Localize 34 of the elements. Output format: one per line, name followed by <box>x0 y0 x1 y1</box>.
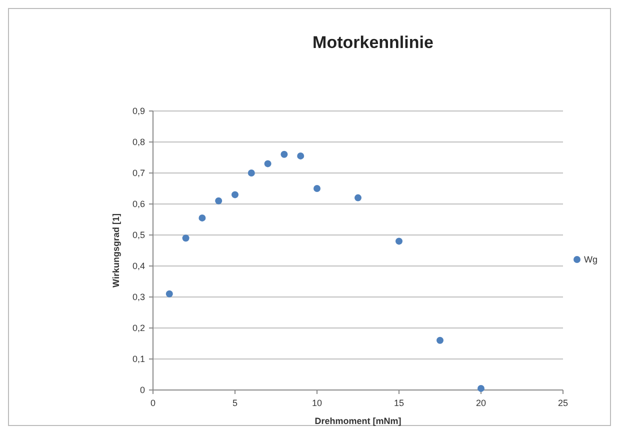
x-tick-label: 10 <box>312 398 322 408</box>
y-tick-label: 0 <box>140 385 145 396</box>
x-tick-label: 5 <box>232 398 238 408</box>
y-tick-label: 0,9 <box>132 106 145 116</box>
x-tick-label: 15 <box>394 398 404 408</box>
x-tick-label: 0 <box>150 398 156 408</box>
y-tick-label: 0,3 <box>132 292 145 302</box>
legend-label: Wg <box>584 254 598 265</box>
x-axis-title: Drehmoment [mNm] <box>314 416 402 426</box>
point <box>182 234 190 242</box>
y-axis-title: Wirkungsgrad [1] <box>111 214 121 288</box>
point <box>436 336 444 344</box>
point <box>166 290 173 298</box>
chart-title: Motorkennlinie <box>312 33 434 52</box>
y-tick-label: 0,4 <box>132 261 145 272</box>
point <box>314 185 320 192</box>
point <box>354 194 362 202</box>
point <box>280 150 288 158</box>
y-tick-label: 0,5 <box>132 230 145 240</box>
x-tick-label: 25 <box>558 398 568 408</box>
y-tick-label: 0,2 <box>132 323 145 334</box>
y-tick-label: 0,1 <box>132 354 145 364</box>
point <box>215 197 222 204</box>
point <box>198 214 206 222</box>
point <box>396 238 402 245</box>
point <box>297 152 304 160</box>
point <box>232 191 238 198</box>
x-tick-label: 20 <box>476 398 486 408</box>
y-tick-label: 0,7 <box>132 168 145 178</box>
point <box>248 170 255 176</box>
point <box>478 384 484 392</box>
point <box>264 160 272 168</box>
y-tick-label: 0,8 <box>132 137 145 148</box>
y-tick-label: 0,6 <box>132 199 145 210</box>
